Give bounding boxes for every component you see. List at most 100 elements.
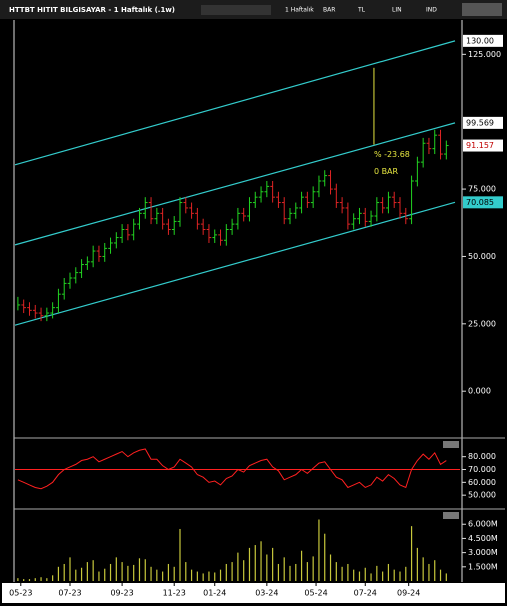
channel-low-label-box bbox=[463, 196, 503, 209]
toolbar-icons[interactable] bbox=[201, 5, 271, 15]
volume-bar bbox=[98, 571, 100, 581]
y-tick-label: 6.000M bbox=[468, 520, 498, 529]
measure-label: % -23.68 bbox=[374, 150, 410, 159]
volume-bar bbox=[17, 578, 19, 581]
volume-bar bbox=[109, 563, 112, 581]
x-tick-label: 11-23 bbox=[163, 589, 186, 598]
volume-bar bbox=[69, 557, 71, 581]
y-tick-label: 0.000 bbox=[468, 387, 491, 396]
toolbar-item[interactable]: IND bbox=[426, 7, 437, 14]
volume-bar bbox=[248, 547, 251, 581]
volume-bar bbox=[254, 545, 256, 581]
volume-bar bbox=[23, 579, 25, 581]
volume-bar bbox=[289, 565, 291, 581]
volume-bar bbox=[237, 552, 239, 581]
volume-bar bbox=[167, 563, 170, 581]
indicator-line bbox=[17, 448, 447, 490]
volume-bar bbox=[335, 562, 337, 581]
y-tick-label: 75.000 bbox=[468, 185, 496, 194]
volume-bar bbox=[300, 550, 303, 581]
volume-bar bbox=[57, 566, 60, 581]
volume-bar bbox=[34, 578, 36, 581]
channel-line bbox=[14, 40, 456, 166]
volume-bar bbox=[410, 526, 413, 581]
y-tick-label: 70.000 bbox=[468, 465, 496, 474]
toolbar-item[interactable]: 1 Haftalık bbox=[285, 7, 314, 14]
volume-bar bbox=[40, 577, 42, 581]
volume-bar bbox=[324, 533, 326, 581]
x-tick-label: 01-24 bbox=[203, 589, 226, 598]
volume-bar bbox=[28, 579, 31, 581]
volume-bar bbox=[138, 558, 141, 581]
window-title: HTTBT HITIT BILGISAYAR - 1 Haftalık (.1w… bbox=[9, 6, 175, 14]
last-price-label-box bbox=[463, 139, 503, 152]
volume-bar bbox=[150, 566, 152, 581]
volume-bar bbox=[208, 571, 210, 581]
volume-bar bbox=[376, 565, 378, 581]
volume-bar bbox=[364, 567, 366, 581]
y-tick-label: 1.500M bbox=[468, 562, 498, 571]
y-tick-label: 60.000 bbox=[468, 478, 496, 487]
volume-bar bbox=[214, 572, 216, 581]
y-tick-label: 3.000M bbox=[468, 548, 498, 557]
volume-bar bbox=[185, 562, 187, 581]
x-tick-label: 07-23 bbox=[58, 589, 81, 598]
volume-bar bbox=[295, 563, 297, 581]
volume-bar bbox=[341, 566, 343, 581]
volume-bar bbox=[162, 571, 164, 581]
x-tick-label: 03-24 bbox=[255, 589, 278, 598]
y-tick-label: 125.000 bbox=[468, 50, 501, 59]
volume-bar bbox=[387, 563, 390, 581]
volume-bar bbox=[156, 569, 158, 581]
volume-bar bbox=[445, 573, 447, 581]
volume-bar bbox=[52, 575, 54, 581]
measure-label: 0 BAR bbox=[374, 167, 399, 176]
volume-bar bbox=[225, 563, 227, 581]
volume-bar bbox=[179, 528, 181, 581]
channel-line bbox=[14, 122, 456, 246]
volume-bar bbox=[133, 564, 135, 581]
volume-bar bbox=[231, 562, 233, 581]
volume-bar bbox=[434, 560, 436, 581]
volume-bar bbox=[358, 571, 361, 581]
toolbar-item[interactable]: LIN bbox=[392, 7, 402, 14]
volume-bar bbox=[46, 578, 48, 581]
volume-bar bbox=[190, 569, 193, 581]
volume-bar bbox=[104, 568, 106, 581]
volume-bar bbox=[306, 562, 308, 581]
volume-bar bbox=[260, 541, 262, 581]
volume-bar bbox=[422, 557, 424, 581]
volume-bar bbox=[243, 560, 245, 581]
volume-bar bbox=[353, 569, 355, 581]
volume-bar bbox=[347, 563, 349, 581]
panel-buttons[interactable] bbox=[443, 512, 459, 519]
x-axis-strip bbox=[2, 583, 505, 603]
volume-bar bbox=[318, 519, 320, 581]
volume-bar bbox=[272, 547, 274, 581]
channel-mid-label-box bbox=[463, 116, 503, 129]
volume-bar bbox=[428, 563, 430, 581]
volume-bar bbox=[405, 566, 407, 581]
panel-buttons[interactable] bbox=[443, 441, 459, 448]
channel-mid-label: 99.569 bbox=[466, 118, 494, 127]
y-tick-label: 25.000 bbox=[468, 319, 496, 328]
toolbar-item[interactable]: BAR bbox=[323, 7, 335, 14]
volume-bar bbox=[173, 566, 175, 581]
volume-bar bbox=[283, 557, 285, 581]
window-buttons[interactable] bbox=[462, 3, 502, 16]
volume-bar bbox=[86, 562, 88, 581]
volume-bar bbox=[416, 547, 418, 581]
y-tick-label: 50.000 bbox=[468, 491, 496, 500]
channel-top-label-box bbox=[463, 34, 503, 47]
x-tick-label: 09-24 bbox=[397, 589, 420, 598]
volume-bar bbox=[393, 569, 395, 581]
volume-bar bbox=[144, 559, 146, 581]
toolbar-item[interactable]: TL bbox=[357, 7, 366, 14]
volume-bar bbox=[80, 567, 83, 581]
volume-bar bbox=[196, 571, 198, 581]
volume-bar bbox=[121, 562, 123, 581]
x-tick-label: 05-23 bbox=[9, 589, 32, 598]
volume-bar bbox=[115, 557, 117, 581]
